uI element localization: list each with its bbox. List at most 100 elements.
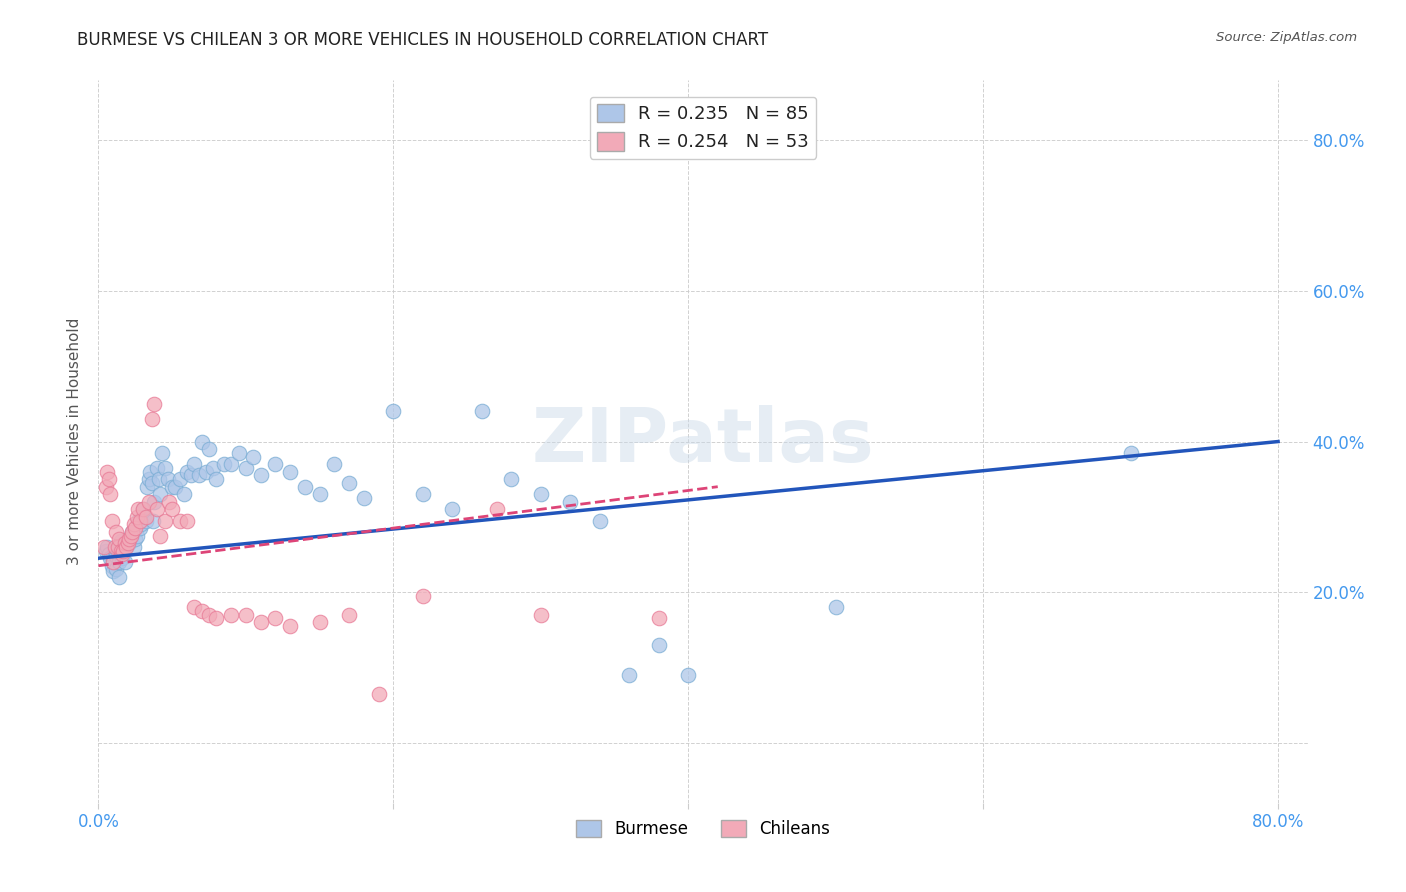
Point — [501, 472, 523, 486]
Point — [107, 540, 129, 554]
Point — [100, 558, 122, 573]
Point — [278, 465, 301, 479]
Point — [148, 472, 170, 486]
Point — [219, 607, 242, 622]
Point — [101, 564, 124, 578]
Point — [235, 607, 257, 622]
Point — [138, 472, 160, 486]
Point — [367, 687, 389, 701]
Point — [412, 589, 434, 603]
Point — [157, 494, 180, 508]
Point — [412, 487, 434, 501]
Point — [128, 514, 150, 528]
Point — [97, 548, 120, 562]
Point — [219, 457, 242, 471]
Point — [131, 502, 153, 516]
Point — [678, 668, 700, 682]
Point — [136, 480, 159, 494]
Point — [94, 543, 117, 558]
Point — [471, 404, 494, 418]
Point — [190, 604, 212, 618]
Point — [124, 533, 146, 547]
Point — [228, 446, 250, 460]
Point — [118, 536, 141, 550]
Point — [173, 487, 195, 501]
Point — [108, 570, 131, 584]
Point — [149, 487, 172, 501]
Point — [160, 502, 183, 516]
Point — [122, 540, 145, 554]
Point — [107, 540, 129, 554]
Point — [104, 540, 127, 554]
Point — [212, 457, 235, 471]
Point — [149, 528, 172, 542]
Point — [235, 461, 257, 475]
Text: BURMESE VS CHILEAN 3 OR MORE VEHICLES IN HOUSEHOLD CORRELATION CHART: BURMESE VS CHILEAN 3 OR MORE VEHICLES IN… — [77, 31, 769, 49]
Point — [111, 541, 134, 556]
Point — [205, 611, 228, 625]
Point — [183, 457, 205, 471]
Point — [141, 412, 163, 426]
Point — [93, 540, 115, 554]
Point — [98, 487, 121, 501]
Point — [249, 615, 271, 630]
Point — [183, 600, 205, 615]
Point — [128, 521, 150, 535]
Point — [198, 607, 221, 622]
Point — [115, 540, 138, 554]
Point — [187, 468, 209, 483]
Point — [165, 480, 187, 494]
Point — [127, 514, 149, 528]
Point — [107, 548, 129, 562]
Point — [153, 514, 176, 528]
Point — [176, 465, 198, 479]
Point — [824, 600, 846, 615]
Point — [121, 524, 143, 539]
Point — [105, 549, 128, 563]
Point — [110, 533, 132, 548]
Point — [264, 611, 287, 625]
Text: ZIPatlas: ZIPatlas — [531, 405, 875, 478]
Point — [1119, 446, 1142, 460]
Point — [115, 540, 138, 554]
Point — [156, 472, 179, 486]
Point — [264, 457, 287, 471]
Point — [153, 461, 176, 475]
Point — [101, 555, 124, 569]
Point — [111, 548, 134, 562]
Point — [105, 562, 128, 576]
Point — [294, 480, 316, 494]
Point — [146, 502, 169, 516]
Point — [180, 468, 202, 483]
Point — [104, 543, 127, 558]
Point — [100, 514, 122, 528]
Point — [353, 491, 375, 505]
Point — [120, 528, 142, 542]
Point — [117, 536, 139, 550]
Point — [441, 502, 464, 516]
Point — [138, 494, 160, 508]
Point — [485, 502, 508, 516]
Point — [337, 607, 360, 622]
Point — [110, 543, 132, 558]
Point — [125, 528, 148, 542]
Point — [195, 465, 218, 479]
Point — [530, 487, 553, 501]
Point — [118, 533, 141, 547]
Point — [648, 611, 671, 625]
Point — [146, 461, 169, 475]
Point — [560, 494, 582, 508]
Point — [323, 457, 346, 471]
Legend: Burmese, Chileans: Burmese, Chileans — [569, 814, 837, 845]
Point — [530, 607, 553, 622]
Point — [169, 514, 191, 528]
Point — [589, 514, 612, 528]
Point — [105, 524, 128, 539]
Point — [125, 509, 148, 524]
Point — [114, 555, 136, 569]
Point — [112, 543, 135, 558]
Point — [382, 404, 405, 418]
Point — [134, 509, 156, 524]
Point — [176, 514, 198, 528]
Point — [150, 446, 173, 460]
